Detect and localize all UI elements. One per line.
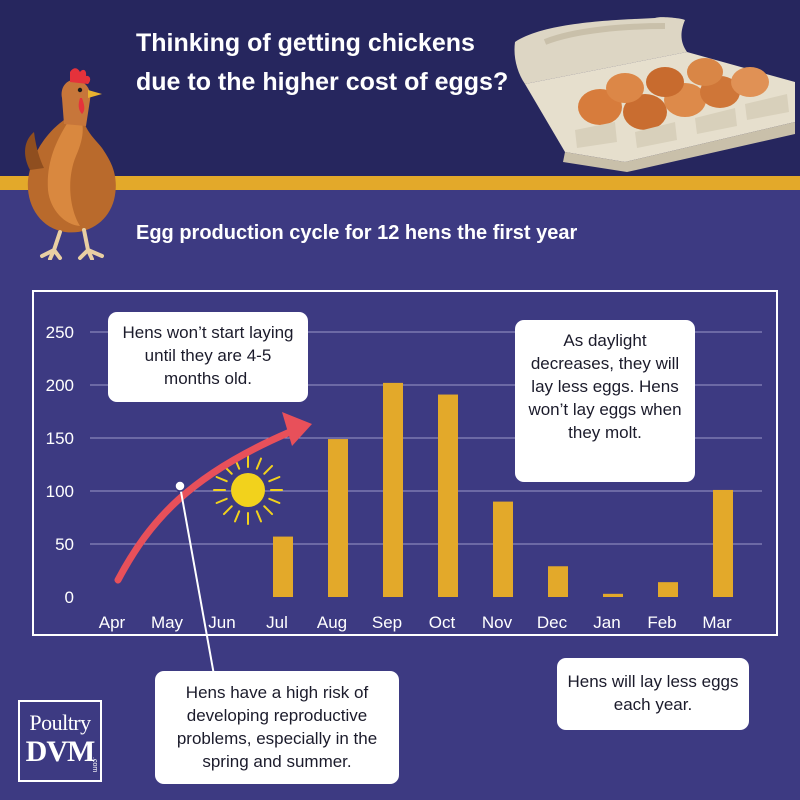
callout-start-laying: Hens won’t start laying until they are 4… <box>108 312 308 402</box>
poultrydvm-logo: Poultry DVM .com <box>18 700 102 782</box>
headline: Thinking of getting chickens due to the … <box>136 29 509 96</box>
logo-line-3: .com <box>91 756 98 772</box>
logo-line-2: DVM <box>25 735 96 768</box>
gold-divider <box>0 176 800 190</box>
chart-title: Egg production cycle for 12 hens the fir… <box>136 222 578 244</box>
callout-reproductive-risk: Hens have a high risk of developing repr… <box>155 671 399 784</box>
callout-daylight: As daylight decreases, they will lay les… <box>515 320 695 482</box>
callout-less-each-year: Hens will lay less eggs each year. <box>557 658 749 730</box>
chart-frame <box>32 290 778 636</box>
hen-icon <box>25 68 116 260</box>
egg-carton-icon <box>514 17 795 172</box>
logo-line-1: Poultry <box>29 710 91 735</box>
